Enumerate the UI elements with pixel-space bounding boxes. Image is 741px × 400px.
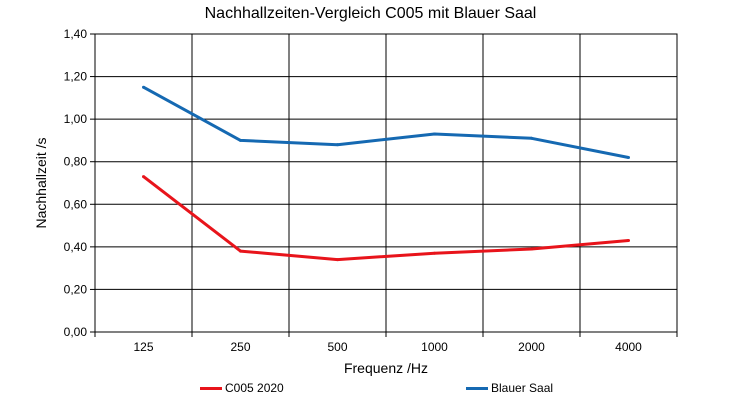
x-tick-label: 2000 <box>518 340 545 354</box>
x-tick-labels: 125 250 500 1000 2000 4000 <box>133 340 642 354</box>
data-point <box>627 238 630 242</box>
legend-swatch-c005 <box>200 386 222 390</box>
data-point <box>239 249 242 253</box>
data-point <box>530 247 533 251</box>
x-tick-label: 1000 <box>421 340 448 354</box>
y-tick-label: 1,20 <box>64 70 88 84</box>
data-point <box>336 258 339 262</box>
x-axis-label: Frequenz /Hz <box>343 360 429 376</box>
y-tick-label: 1,40 <box>64 27 88 41</box>
x-tick-label: 500 <box>327 340 347 354</box>
y-tick-label: 0,20 <box>64 282 88 296</box>
data-point <box>433 132 436 136</box>
series-lines <box>142 85 630 262</box>
legend-label-c005: C005 2020 <box>225 381 284 395</box>
data-point <box>530 136 533 140</box>
legend-label-blauer-saal: Blauer Saal <box>491 381 554 395</box>
y-tick-labels: 0,00 0,20 0,40 0,60 0,80 1,00 1,20 1,40 <box>64 27 88 339</box>
x-tick-label: 4000 <box>615 340 642 354</box>
series-line-blauer-saal <box>142 85 629 159</box>
series-line-c005 <box>142 175 629 262</box>
plot-area-border <box>94 33 678 333</box>
y-tick-label: 1,00 <box>64 112 88 126</box>
data-point <box>239 138 242 142</box>
chart-title: Nachhallzeiten-Vergleich C005 mit Blauer… <box>204 5 537 22</box>
legend-item-c005: C005 2020 <box>200 381 284 395</box>
data-point <box>433 251 436 255</box>
data-point <box>336 143 339 147</box>
y-tick-label: 0,80 <box>64 155 88 169</box>
x-tick-label: 125 <box>133 340 153 354</box>
y-tick-label: 0,00 <box>64 325 88 339</box>
legend-swatch-blauer-saal <box>466 386 488 390</box>
legend-item-blauer-saal: Blauer Saal <box>466 381 553 395</box>
y-tick-label: 0,40 <box>64 240 88 254</box>
x-tick-label: 250 <box>230 340 250 354</box>
y-tick-label: 0,60 <box>64 197 88 211</box>
gridlines <box>90 33 678 337</box>
data-point <box>627 155 630 159</box>
data-point <box>142 85 145 89</box>
data-point <box>142 175 145 179</box>
plot-frame <box>94 33 678 333</box>
